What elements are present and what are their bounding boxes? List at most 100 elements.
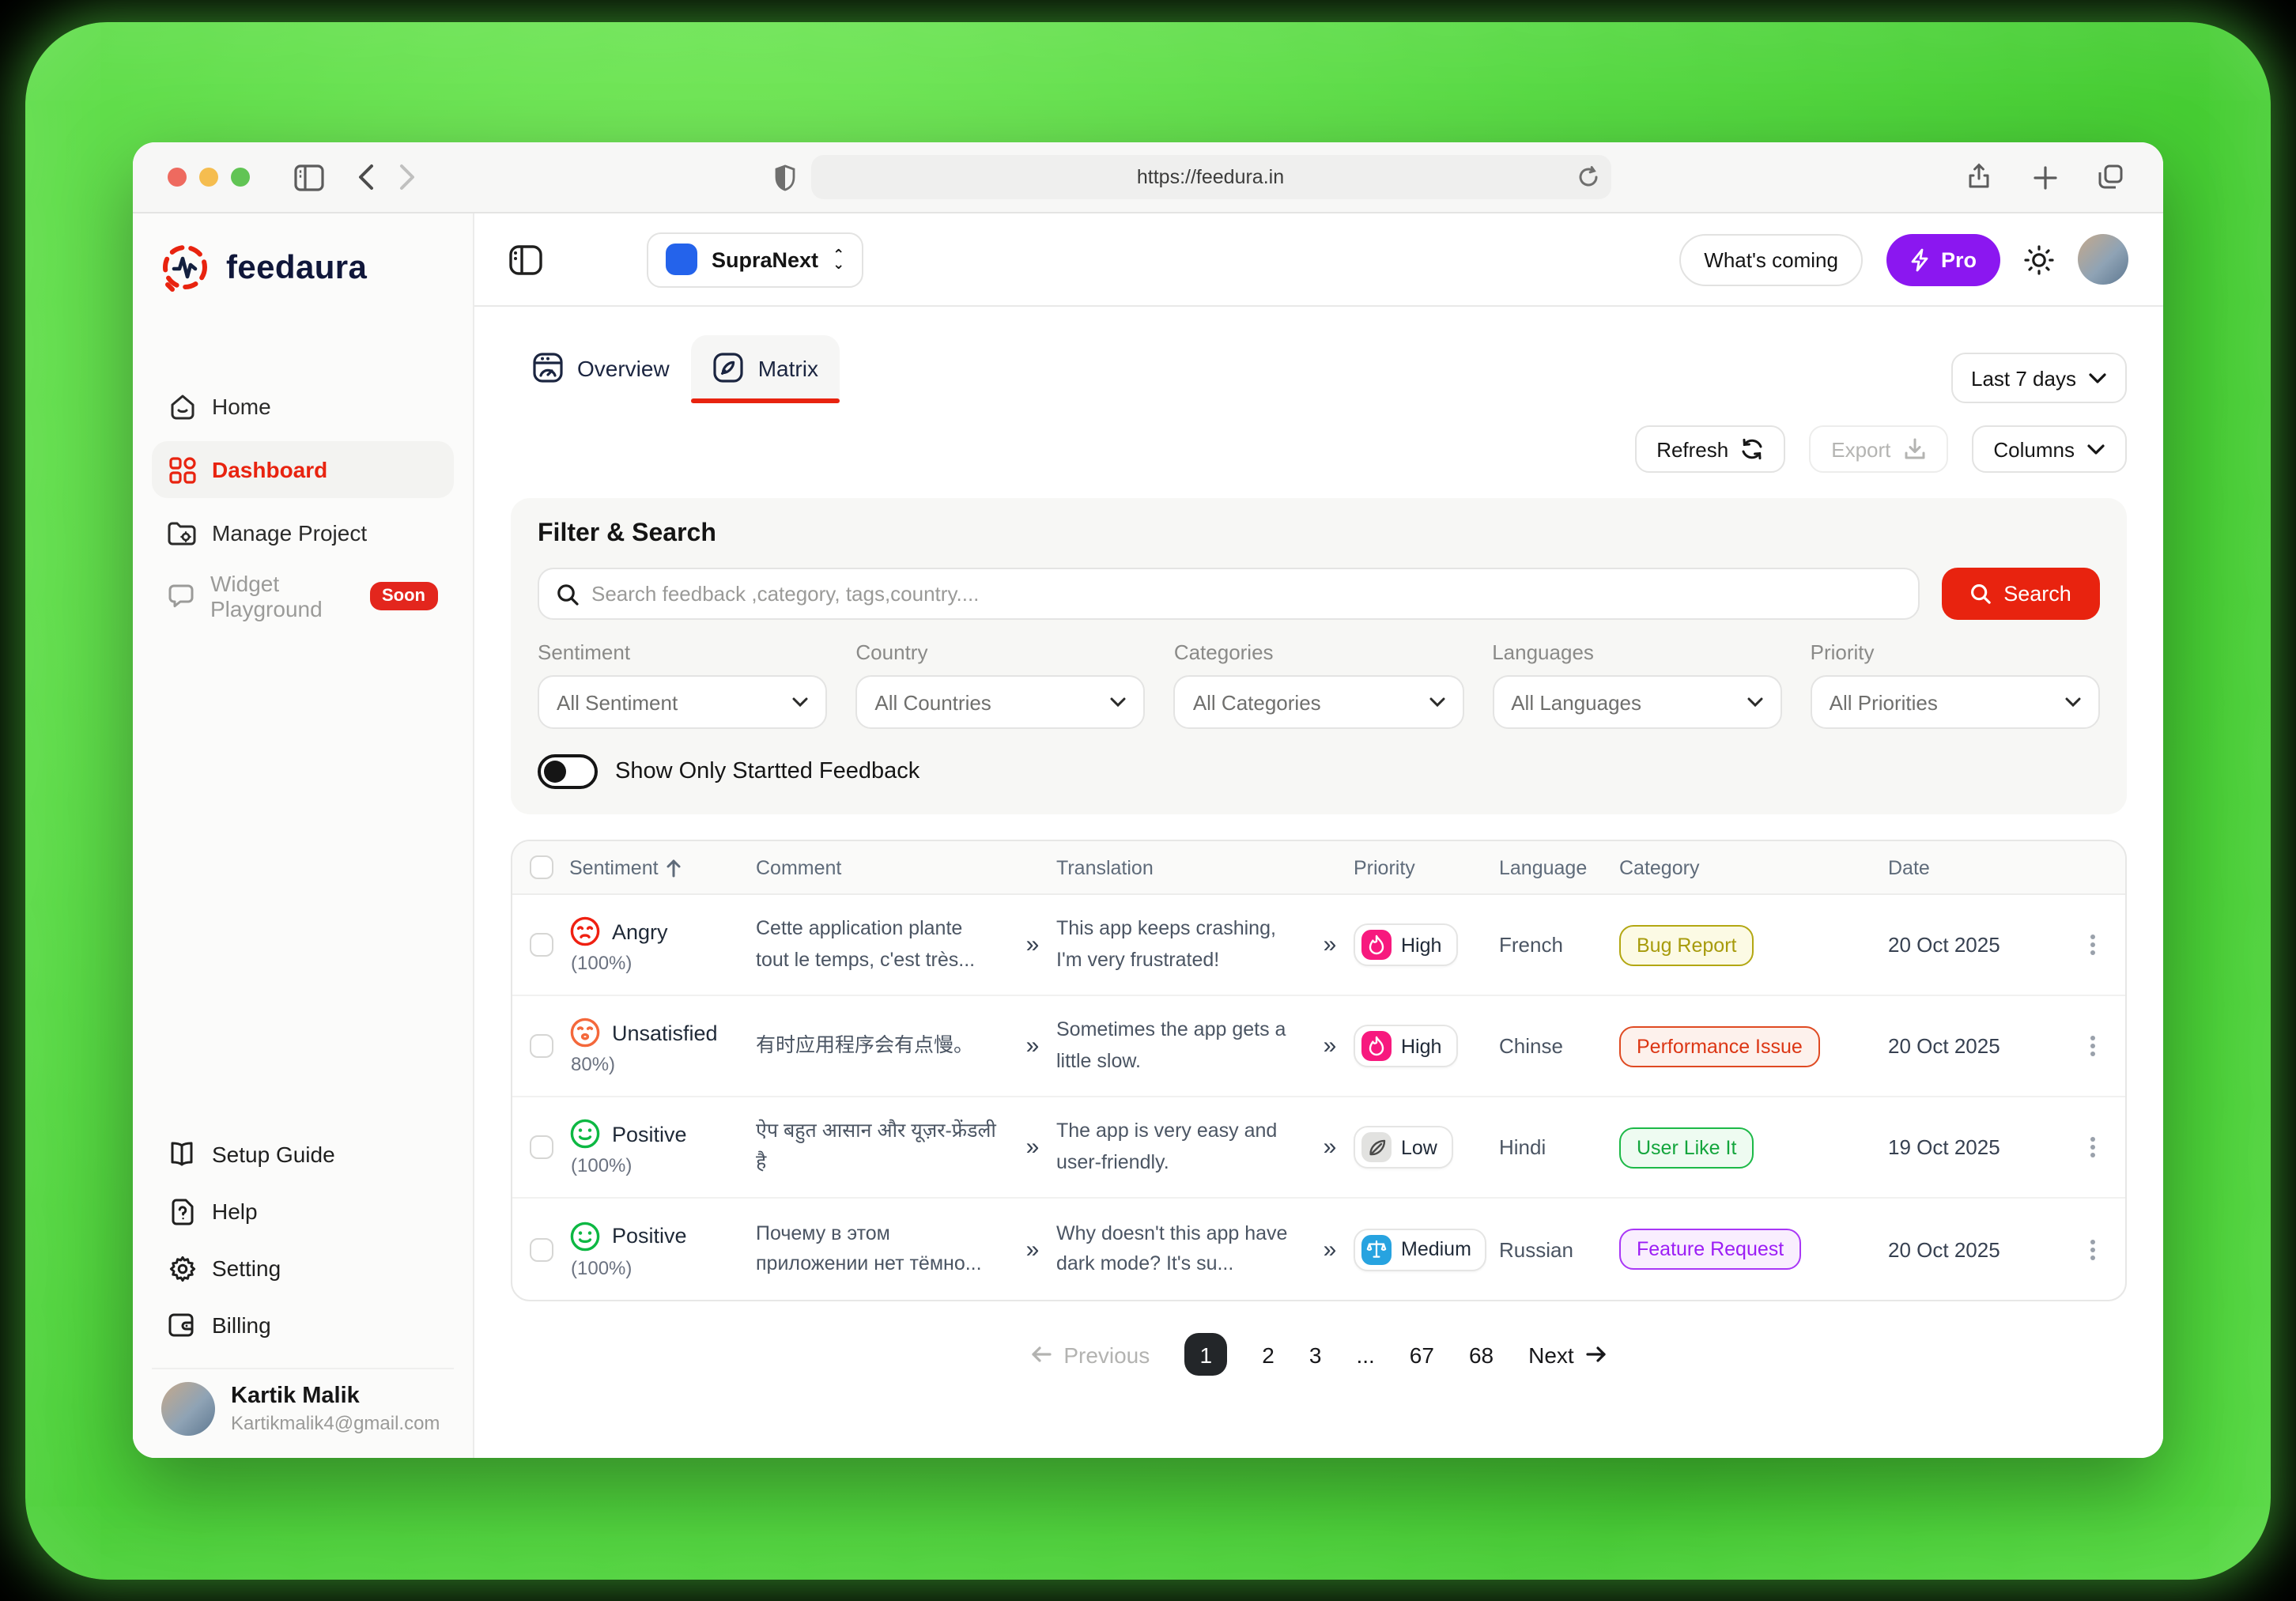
sidebar-item-home[interactable]: Home xyxy=(152,378,454,435)
columns-label: Columns xyxy=(1993,437,2075,461)
previous-page-button[interactable]: Previous xyxy=(1030,1342,1150,1367)
new-tab-icon[interactable] xyxy=(2024,157,2065,198)
whats-coming-button[interactable]: What's coming xyxy=(1679,233,1864,285)
comment-cell: Почему в этом приложении нет тёмно... xyxy=(756,1222,982,1274)
browser-window: https://feedura.in xyxy=(133,142,2163,1458)
page-68[interactable]: 68 xyxy=(1468,1342,1494,1367)
minimize-button[interactable] xyxy=(199,168,218,187)
refresh-button[interactable]: Refresh xyxy=(1634,425,1786,473)
project-selector[interactable]: SupraNext ⌃ ⌄ xyxy=(647,232,864,287)
user-card[interactable]: Kartik Malik Kartikmalik4@gmail.com xyxy=(152,1368,454,1439)
panel-toggle-icon[interactable] xyxy=(509,244,542,274)
user-email: Kartikmalik4@gmail.com xyxy=(231,1412,440,1434)
forward-icon[interactable] xyxy=(386,157,427,198)
row-menu-button[interactable] xyxy=(2059,931,2125,958)
expand-comment-icon[interactable]: » xyxy=(1025,1236,1040,1263)
pro-label: Pro xyxy=(1940,247,1977,271)
previous-label: Previous xyxy=(1063,1342,1150,1367)
whats-coming-label: What's coming xyxy=(1704,247,1838,271)
category-badge: Bug Report xyxy=(1619,924,1754,965)
categories-filter-dropdown[interactable]: All Categories xyxy=(1173,675,1464,729)
row-checkbox[interactable] xyxy=(530,1034,553,1058)
share-icon[interactable] xyxy=(1958,157,1999,198)
search-icon xyxy=(557,583,579,605)
sidebar-item-help[interactable]: Help xyxy=(152,1184,454,1238)
table-header-row: Sentiment Comment Translation Priority L… xyxy=(512,841,2125,895)
page-ellipsis: ... xyxy=(1356,1342,1375,1367)
chevron-down-icon xyxy=(1747,697,1763,707)
sentiment-label: Positive xyxy=(612,1224,687,1248)
next-page-button[interactable]: Next xyxy=(1528,1342,1607,1367)
refresh-label: Refresh xyxy=(1656,437,1729,461)
reload-icon[interactable] xyxy=(1577,166,1598,188)
address-bar[interactable]: https://feedura.in xyxy=(810,155,1611,199)
page-67[interactable]: 67 xyxy=(1409,1342,1434,1367)
col-sentiment[interactable]: Sentiment xyxy=(569,856,756,878)
sentiment-filter-dropdown[interactable]: All Sentiment xyxy=(538,675,828,729)
theme-sun-icon[interactable] xyxy=(2024,244,2054,274)
dashboard-grid-icon xyxy=(168,455,196,484)
sidebar-item-setup-guide[interactable]: Setup Guide xyxy=(152,1127,454,1181)
select-all-checkbox[interactable] xyxy=(530,855,553,879)
expand-comment-icon[interactable]: » xyxy=(1025,931,1040,958)
header-avatar[interactable] xyxy=(2078,234,2128,285)
expand-translation-icon[interactable]: » xyxy=(1323,1236,1337,1263)
back-icon[interactable] xyxy=(345,157,386,198)
compass-app-icon xyxy=(714,353,744,383)
row-checkbox[interactable] xyxy=(530,1135,553,1159)
sidebar-item-billing[interactable]: Billing xyxy=(152,1298,454,1352)
tab-overview-icon[interactable] xyxy=(2090,157,2132,198)
priority-filter-dropdown[interactable]: All Priorities xyxy=(1810,675,2101,729)
expand-translation-icon[interactable]: » xyxy=(1323,931,1337,958)
search-button[interactable]: Search xyxy=(1942,568,2100,620)
page-3[interactable]: 3 xyxy=(1308,1342,1322,1367)
zoom-button[interactable] xyxy=(231,168,250,187)
started-feedback-toggle[interactable] xyxy=(538,754,598,789)
scales-icon xyxy=(1361,1234,1392,1264)
col-language: Language xyxy=(1499,856,1588,878)
expand-translation-icon[interactable]: » xyxy=(1323,1033,1337,1059)
project-name: SupraNext xyxy=(712,247,819,271)
expand-comment-icon[interactable]: » xyxy=(1025,1033,1040,1059)
row-checkbox[interactable] xyxy=(530,933,553,957)
tab-matrix[interactable]: Matrix xyxy=(691,335,841,403)
browser-sidebar-toggle-icon[interactable] xyxy=(288,157,329,198)
close-button[interactable] xyxy=(168,168,187,187)
chevron-down-icon xyxy=(1429,697,1444,707)
footer-item-label: Help xyxy=(212,1199,258,1224)
unsatisfied-sentiment-icon xyxy=(569,1017,601,1048)
sidebar-item-setting[interactable]: Setting xyxy=(152,1241,454,1295)
languages-filter-dropdown[interactable]: All Languages xyxy=(1492,675,1782,729)
country-filter-dropdown[interactable]: All Countries xyxy=(855,675,1146,729)
category-badge: Performance Issue xyxy=(1619,1025,1820,1067)
sidebar-item-widget-playground[interactable]: Widget Playground Soon xyxy=(152,568,454,625)
expand-comment-icon[interactable]: » xyxy=(1025,1134,1040,1161)
translation-cell: This app keeps crashing, I'm very frustr… xyxy=(1056,917,1276,970)
date-range-dropdown[interactable]: Last 7 days xyxy=(1950,353,2127,403)
privacy-shield-icon[interactable] xyxy=(774,164,795,191)
date-range-value: Last 7 days xyxy=(1971,366,2076,390)
page-1[interactable]: 1 xyxy=(1184,1333,1228,1376)
dropdown-value: All Languages xyxy=(1511,690,1642,714)
comment-cell: 有时应用程序会有点慢。 xyxy=(756,1033,974,1056)
sidebar-item-manage-project[interactable]: Manage Project xyxy=(152,504,454,561)
row-menu-button[interactable] xyxy=(2059,1236,2125,1263)
col-comment: Comment xyxy=(756,856,842,878)
search-input[interactable] xyxy=(591,582,1901,606)
sidebar-item-label: Manage Project xyxy=(212,520,368,546)
sidebar-item-dashboard[interactable]: Dashboard xyxy=(152,441,454,498)
filter-dropdowns: Sentiment All Sentiment Country All Coun… xyxy=(538,640,2101,729)
pro-button[interactable]: Pro xyxy=(1886,233,2000,285)
filter-label-categories: Categories xyxy=(1173,640,1274,664)
page-2[interactable]: 2 xyxy=(1262,1342,1275,1367)
row-menu-button[interactable] xyxy=(2059,1033,2125,1059)
tab-overview[interactable]: Overview xyxy=(511,335,692,403)
pagination: Previous 1 2 3 ... 67 68 Next xyxy=(511,1333,2127,1376)
col-date: Date xyxy=(1888,856,1930,878)
row-checkbox[interactable] xyxy=(530,1237,553,1261)
expand-translation-icon[interactable]: » xyxy=(1323,1134,1337,1161)
columns-dropdown[interactable]: Columns xyxy=(1971,425,2127,473)
export-button[interactable]: Export xyxy=(1809,425,1948,473)
row-menu-button[interactable] xyxy=(2059,1134,2125,1161)
tab-label: Overview xyxy=(577,355,670,380)
